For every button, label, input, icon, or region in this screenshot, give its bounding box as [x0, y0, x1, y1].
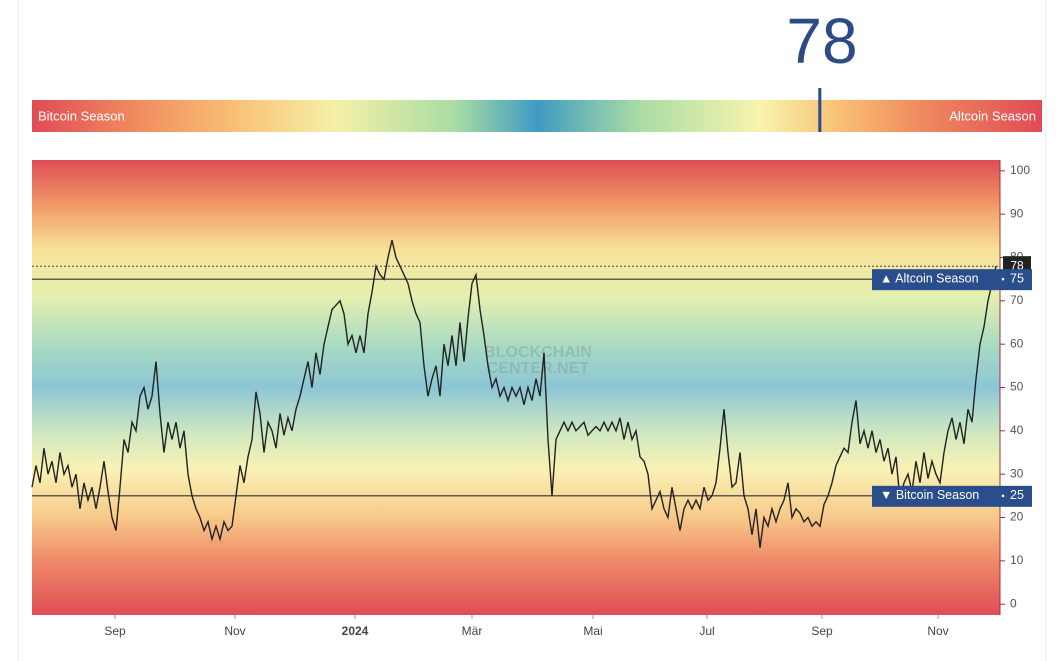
x-tick-label: Nov: [927, 624, 948, 638]
x-tick-label: Sep: [811, 624, 833, 638]
y-tick-label: 60: [1010, 336, 1024, 350]
y-tick-label: 40: [1010, 423, 1024, 437]
x-tick-label: Sep: [104, 624, 126, 638]
threshold-tag: [872, 269, 1032, 291]
watermark: BLOCKCHAIN: [484, 344, 592, 361]
threshold-label: ▼ Bitcoin Season: [880, 488, 979, 502]
threshold-value: 75: [1010, 271, 1024, 285]
x-tick-label: Jul: [699, 624, 714, 638]
x-axis-area: [32, 615, 1000, 645]
gauge-bar: [32, 100, 1042, 132]
gauge-left-label: Bitcoin Season: [38, 108, 125, 123]
y-tick-label: 50: [1010, 380, 1024, 394]
separator: [1001, 277, 1005, 281]
y-tick-label: 30: [1010, 466, 1024, 480]
gauge-value: 78: [786, 5, 857, 77]
y-tick-label: 10: [1010, 553, 1024, 567]
y-tick-label: 20: [1010, 510, 1024, 524]
plot-background: [32, 160, 1000, 615]
watermark: CENTER.NET: [487, 360, 589, 377]
x-tick-label: Nov: [224, 624, 245, 638]
last-value-label: 78: [1010, 258, 1024, 272]
separator: [1001, 494, 1005, 498]
index-line: [31, 240, 997, 548]
y-tick-label: 100: [1010, 163, 1030, 177]
y-tick-label: 70: [1010, 293, 1024, 307]
x-tick-label: Mai: [583, 624, 602, 638]
y-tick-label: 0: [1010, 596, 1017, 610]
x-tick-label: Mär: [462, 624, 483, 638]
x-tick-label: 2024: [342, 624, 369, 638]
gauge-right-label: Altcoin Season: [949, 108, 1036, 123]
threshold-label: ▲ Altcoin Season: [880, 271, 979, 285]
threshold-value: 25: [1010, 488, 1024, 502]
threshold-tag: [872, 485, 1032, 507]
y-tick-label: 90: [1010, 206, 1024, 220]
